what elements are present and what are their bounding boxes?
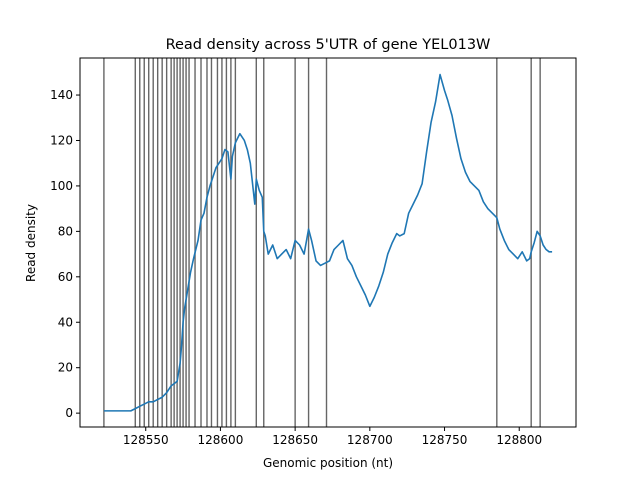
y-tick-label-20: 20 (58, 361, 73, 375)
y-tick-label-40: 40 (58, 315, 73, 329)
x-axis-ticks: 128550 128600 128650 128700 128750 128800 (123, 427, 542, 447)
chart-title: Read density across 5'UTR of gene YEL013… (166, 37, 491, 53)
y-tick-label-80: 80 (58, 224, 73, 238)
x-tick-label-128600: 128600 (198, 433, 244, 447)
y-tick-label-0: 0 (65, 406, 73, 420)
y-axis-label: Read density (24, 204, 38, 282)
vertical-markers (103, 58, 541, 427)
x-axis-label: Genomic position (nt) (263, 456, 393, 470)
plot-lines (103, 73, 553, 412)
y-tick-label-140: 140 (50, 88, 73, 102)
axes-frame (79, 57, 577, 428)
x-tick-label-128800: 128800 (496, 433, 542, 447)
x-tick-label-128650: 128650 (272, 433, 318, 447)
x-tick-label-128550: 128550 (123, 433, 169, 447)
y-tick-label-60: 60 (58, 270, 73, 284)
series-line-0 (103, 73, 553, 412)
y-axis-ticks: 0 20 40 60 80 100 120 140 (50, 88, 80, 420)
x-tick-label-128700: 128700 (347, 433, 393, 447)
y-tick-label-100: 100 (50, 179, 73, 193)
y-tick-label-120: 120 (50, 133, 73, 147)
x-tick-label-128750: 128750 (422, 433, 468, 447)
